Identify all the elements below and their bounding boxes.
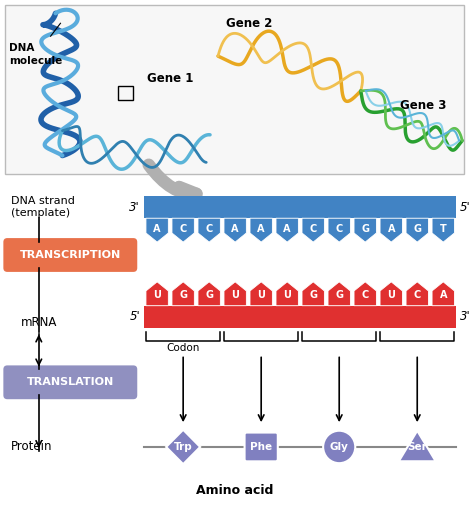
Text: U: U — [231, 290, 239, 300]
Polygon shape — [302, 282, 324, 306]
Text: TRANSCRIPTION: TRANSCRIPTION — [20, 250, 121, 260]
Text: DNA
molecule: DNA molecule — [9, 43, 63, 66]
Text: C: C — [180, 223, 187, 234]
Text: TRANSLATION: TRANSLATION — [27, 377, 114, 387]
Text: T: T — [440, 223, 447, 234]
Polygon shape — [166, 430, 200, 464]
Text: G: G — [309, 290, 317, 300]
FancyBboxPatch shape — [5, 6, 464, 175]
Polygon shape — [146, 218, 168, 242]
Polygon shape — [432, 282, 455, 306]
Text: C: C — [206, 223, 213, 234]
FancyBboxPatch shape — [3, 238, 137, 272]
Polygon shape — [399, 431, 436, 461]
Text: 5': 5' — [460, 201, 471, 214]
Text: U: U — [153, 290, 161, 300]
FancyBboxPatch shape — [245, 433, 278, 461]
Text: 3': 3' — [460, 310, 471, 323]
Text: Gly: Gly — [330, 442, 349, 452]
Text: A: A — [283, 223, 291, 234]
Text: U: U — [283, 290, 291, 300]
Polygon shape — [302, 218, 324, 242]
Bar — [118, 86, 133, 100]
Text: G: G — [413, 223, 421, 234]
Polygon shape — [380, 218, 402, 242]
Text: Gene 1: Gene 1 — [147, 72, 193, 86]
Polygon shape — [354, 218, 376, 242]
Text: DNA strand
(template): DNA strand (template) — [11, 196, 75, 218]
Bar — [144, 196, 456, 218]
Text: 3': 3' — [129, 201, 140, 214]
Text: A: A — [231, 223, 239, 234]
Text: Ser: Ser — [407, 442, 427, 452]
Polygon shape — [276, 282, 298, 306]
Polygon shape — [172, 282, 194, 306]
Text: C: C — [336, 223, 343, 234]
Text: Gene 3: Gene 3 — [400, 99, 447, 112]
Text: U: U — [257, 290, 265, 300]
FancyBboxPatch shape — [3, 365, 137, 399]
Polygon shape — [224, 218, 246, 242]
Polygon shape — [406, 282, 428, 306]
Polygon shape — [146, 282, 168, 306]
Polygon shape — [250, 282, 273, 306]
Polygon shape — [380, 282, 402, 306]
Text: Codon: Codon — [166, 343, 200, 353]
Text: A: A — [387, 223, 395, 234]
Polygon shape — [198, 282, 220, 306]
Text: Phe: Phe — [250, 442, 272, 452]
Text: C: C — [310, 223, 317, 234]
Text: mRNA: mRNA — [20, 316, 57, 329]
Polygon shape — [328, 218, 350, 242]
Text: 5': 5' — [129, 310, 140, 323]
Polygon shape — [224, 282, 246, 306]
Text: A: A — [257, 223, 265, 234]
Text: A: A — [154, 223, 161, 234]
Polygon shape — [198, 218, 220, 242]
Text: G: G — [361, 223, 369, 234]
Text: G: G — [335, 290, 343, 300]
Polygon shape — [328, 282, 350, 306]
Text: C: C — [362, 290, 369, 300]
Text: G: G — [179, 290, 187, 300]
Text: Gene 2: Gene 2 — [226, 17, 273, 30]
Text: A: A — [439, 290, 447, 300]
Text: U: U — [387, 290, 395, 300]
Polygon shape — [432, 218, 455, 242]
Bar — [144, 306, 456, 328]
Text: Trp: Trp — [174, 442, 192, 452]
Polygon shape — [354, 282, 376, 306]
Polygon shape — [250, 218, 273, 242]
Polygon shape — [172, 218, 194, 242]
Text: G: G — [205, 290, 213, 300]
Polygon shape — [276, 218, 298, 242]
Circle shape — [323, 431, 356, 463]
Text: Amino acid: Amino acid — [196, 484, 273, 497]
Text: C: C — [414, 290, 421, 300]
Text: Protein: Protein — [11, 440, 53, 454]
Polygon shape — [406, 218, 428, 242]
